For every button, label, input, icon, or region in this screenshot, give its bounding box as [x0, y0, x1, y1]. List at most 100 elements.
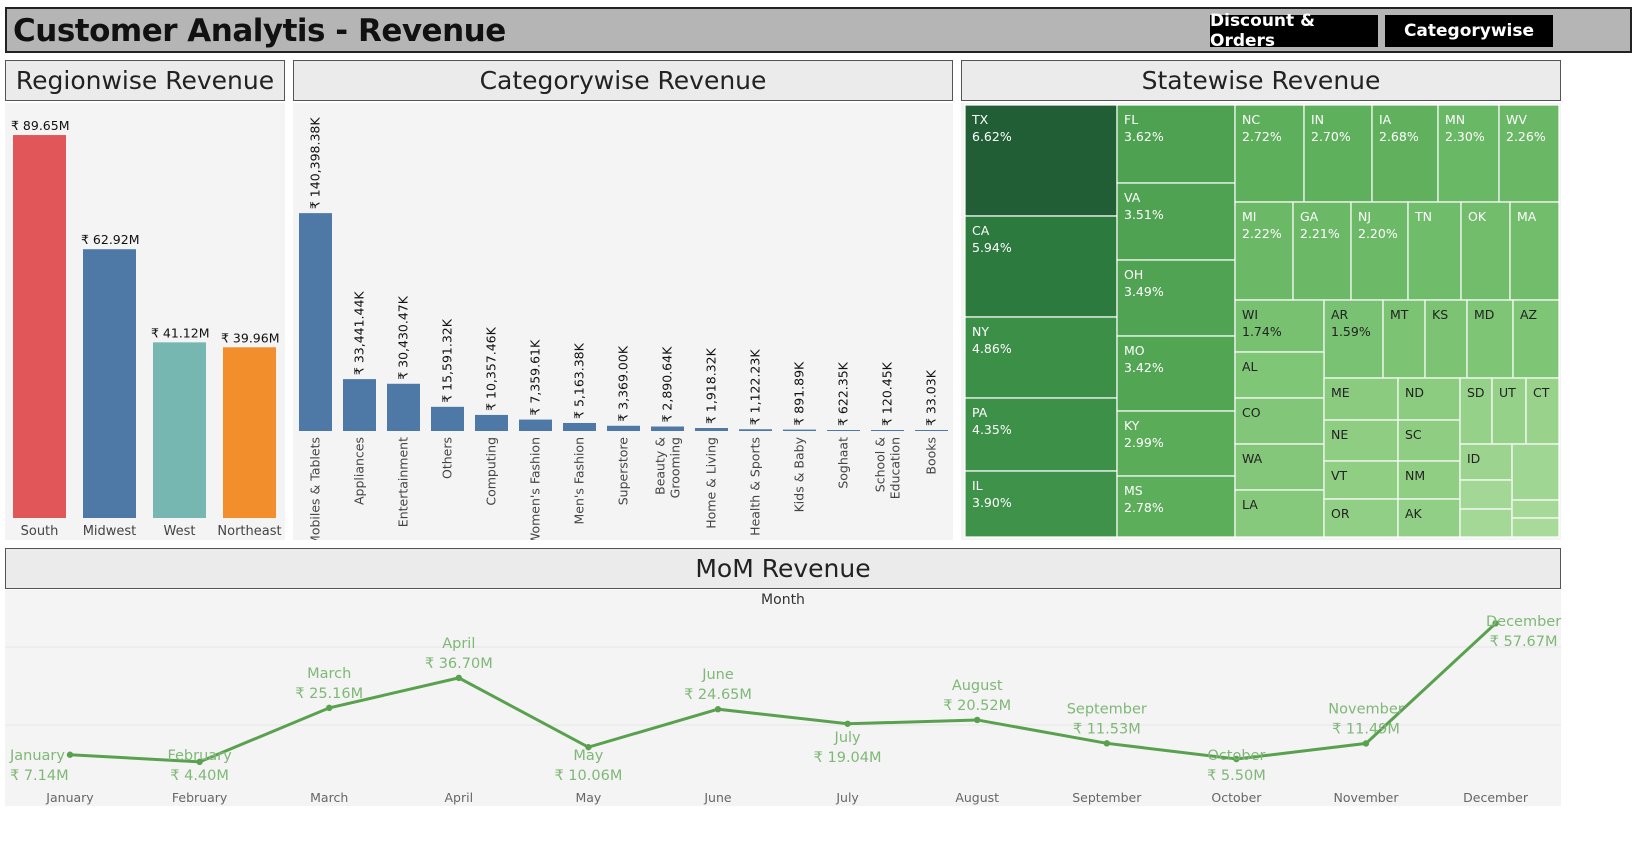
mom-line-chart: Month January ₹ 7.14M January February ₹ 4.4…	[5, 592, 1561, 805]
mom-point[interactable]	[1233, 755, 1240, 763]
state-name-label: SD	[1467, 385, 1485, 400]
region-category-label: South	[21, 524, 59, 539]
state-cell[interactable]	[1116, 410, 1236, 477]
state-cell[interactable]	[1407, 201, 1462, 301]
state-cell[interactable]	[1292, 201, 1352, 301]
category-bar[interactable]	[431, 406, 464, 431]
state-cell[interactable]	[1234, 104, 1305, 203]
category-bar[interactable]	[651, 426, 684, 431]
discount-orders-button[interactable]: Discount & Orders	[1210, 11, 1378, 51]
region-bar[interactable]	[153, 342, 206, 518]
category-bar[interactable]	[695, 428, 728, 431]
state-pct-label: 3.62%	[1124, 129, 1164, 144]
categorywise-button[interactable]: Categorywise	[1385, 15, 1553, 47]
state-cell[interactable]	[964, 104, 1118, 217]
mom-point[interactable]	[1362, 740, 1370, 747]
state-cell[interactable]	[1116, 182, 1236, 261]
state-cell[interactable]	[1234, 201, 1294, 301]
region-bar[interactable]	[223, 347, 276, 518]
state-cell[interactable]	[964, 316, 1118, 399]
state-cell[interactable]	[1466, 299, 1514, 379]
state-pct-label: 1.59%	[1331, 324, 1371, 339]
state-pct-label: 6.62%	[972, 129, 1012, 144]
category-bar[interactable]	[475, 414, 508, 431]
state-cell[interactable]	[1459, 508, 1513, 538]
state-cell[interactable]	[964, 397, 1118, 472]
state-cell[interactable]	[1397, 419, 1461, 462]
category-bar[interactable]	[915, 430, 948, 431]
state-cell[interactable]	[1511, 517, 1560, 538]
category-value-label: ₹ 7,359.61K	[528, 339, 543, 416]
mom-month-label: October	[1207, 748, 1265, 764]
category-bar[interactable]	[343, 379, 376, 431]
category-bar[interactable]	[607, 425, 640, 431]
mom-point[interactable]	[66, 751, 74, 758]
state-name-label: KS	[1432, 307, 1448, 322]
category-value-label: ₹ 33.03K	[924, 369, 939, 426]
category-value-label: ₹ 2,890.64K	[660, 346, 675, 423]
mom-point[interactable]	[196, 758, 203, 766]
state-cell[interactable]	[1424, 299, 1468, 379]
mom-x-tick-label: June	[703, 790, 732, 805]
category-value-label: ₹ 120.45K	[880, 361, 895, 426]
category-bar[interactable]	[387, 383, 420, 431]
state-cell[interactable]	[1234, 489, 1325, 538]
mom-month-label: June	[701, 667, 734, 683]
state-cell[interactable]	[1397, 498, 1461, 538]
state-cell[interactable]	[1459, 479, 1513, 510]
category-bar[interactable]	[827, 430, 860, 431]
mom-point[interactable]	[455, 674, 462, 682]
region-bar[interactable]	[13, 135, 66, 519]
category-bar[interactable]	[563, 422, 596, 431]
state-cell[interactable]	[1491, 377, 1527, 445]
state-cell[interactable]	[1509, 201, 1560, 301]
category-bar[interactable]	[739, 429, 772, 431]
category-bar[interactable]	[871, 430, 904, 431]
category-axis-label: Superstore	[616, 437, 631, 506]
state-name-label: LA	[1242, 497, 1258, 512]
category-axis-label: Health & Sports	[748, 437, 763, 536]
state-cell[interactable]	[1511, 499, 1560, 519]
state-cell[interactable]	[1116, 475, 1236, 538]
state-cell[interactable]	[1525, 377, 1560, 445]
mom-value-label: ₹ 7.14M	[10, 768, 69, 784]
state-name-label: ID	[1467, 451, 1480, 466]
state-pct-label: 3.51%	[1124, 207, 1164, 222]
state-cell[interactable]	[964, 215, 1118, 318]
state-cell[interactable]	[1323, 460, 1399, 500]
mom-point[interactable]	[585, 743, 592, 751]
state-cell[interactable]	[1323, 419, 1399, 462]
mom-value-label: ₹ 11.49M	[1332, 721, 1400, 737]
state-cell[interactable]	[1116, 335, 1236, 412]
mom-point[interactable]	[1492, 620, 1499, 627]
state-pct-label: 4.35%	[972, 422, 1012, 437]
mom-point[interactable]	[1103, 740, 1111, 747]
category-bar[interactable]	[299, 213, 332, 431]
category-axis-label: Kids & Baby	[792, 436, 807, 512]
state-cell[interactable]	[1323, 377, 1399, 421]
state-name-label: MT	[1390, 307, 1409, 322]
state-cell[interactable]	[1323, 299, 1384, 379]
state-cell[interactable]	[1498, 104, 1560, 203]
state-cell[interactable]	[964, 470, 1118, 538]
mom-x-tick-label: September	[1072, 790, 1142, 805]
state-cell[interactable]	[1511, 443, 1560, 501]
category-chart-area	[293, 103, 953, 540]
state-name-label: MS	[1124, 483, 1143, 498]
state-cell[interactable]	[1459, 377, 1493, 445]
category-value-label: ₹ 140,398.38K	[308, 117, 323, 209]
mom-point[interactable]	[974, 716, 981, 724]
mom-value-label: ₹ 24.65M	[684, 687, 752, 703]
state-pct-label: 3.49%	[1124, 284, 1164, 299]
state-cell[interactable]	[1512, 299, 1560, 379]
mom-point[interactable]	[326, 704, 333, 712]
category-bar[interactable]	[783, 429, 816, 431]
state-cell[interactable]	[1397, 460, 1461, 500]
region-bar[interactable]	[83, 249, 136, 518]
mom-chart-area	[5, 590, 1561, 806]
category-value-label: ₹ 1,918.32K	[704, 347, 719, 424]
mom-point[interactable]	[844, 720, 851, 727]
mom-x-tick-label: November	[1333, 790, 1399, 805]
mom-point[interactable]	[714, 706, 722, 713]
category-bar[interactable]	[519, 419, 552, 431]
